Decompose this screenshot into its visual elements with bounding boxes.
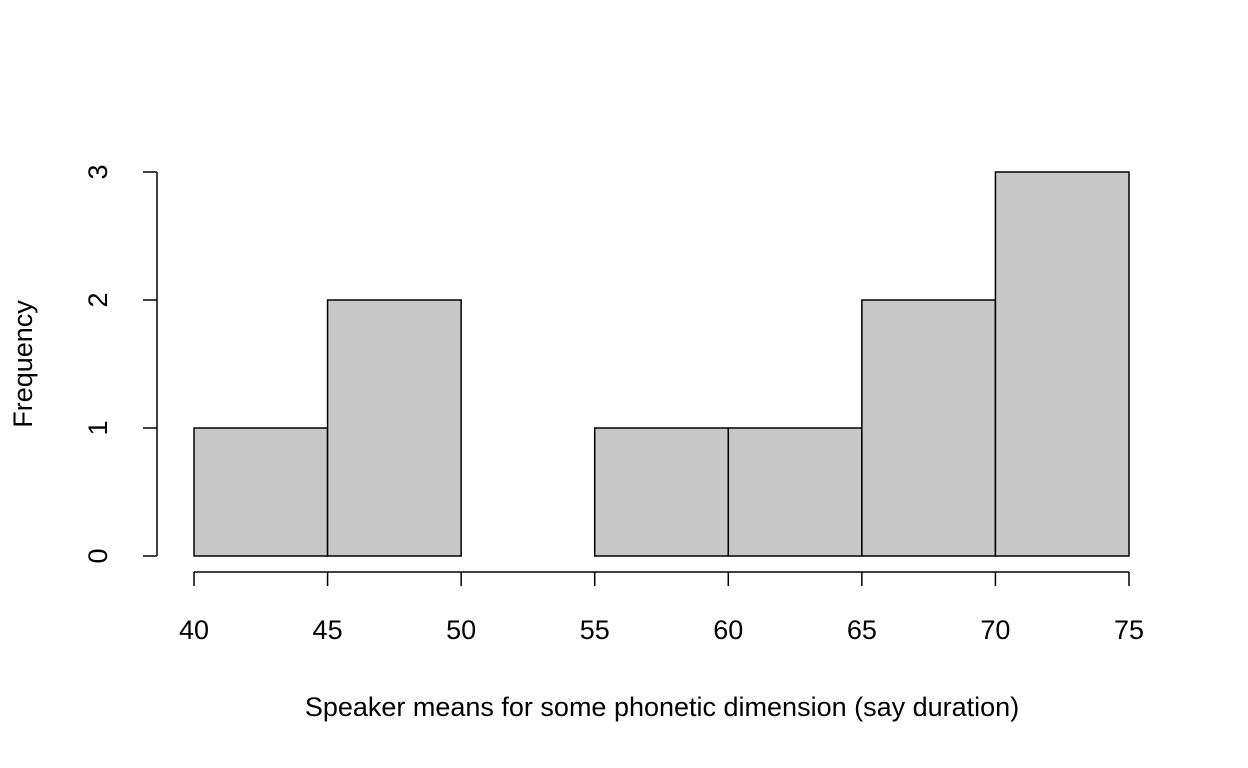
bar (861, 299, 997, 557)
x-tick-label: 60 (713, 615, 743, 645)
y-axis-label: Frequency (8, 300, 38, 428)
x-tick-label: 50 (446, 615, 476, 645)
x-tick-label: 70 (980, 615, 1010, 645)
bar (593, 427, 730, 557)
x-tick-label: 55 (580, 615, 610, 645)
x-axis-label: Speaker means for some phonetic dimensio… (305, 692, 1019, 722)
y-tick-label: 0 (83, 548, 113, 563)
x-tick-label: 75 (1114, 615, 1144, 645)
x-tick-label: 45 (313, 615, 343, 645)
x-tick-label: 65 (847, 615, 877, 645)
bar (727, 427, 863, 557)
bar (994, 171, 1130, 557)
y-tick-label: 3 (83, 164, 113, 179)
y-tick-label: 1 (83, 420, 113, 435)
bar (193, 427, 329, 557)
x-tick-label: 40 (179, 615, 209, 645)
y-tick-label: 2 (83, 292, 113, 307)
bar (326, 299, 462, 557)
